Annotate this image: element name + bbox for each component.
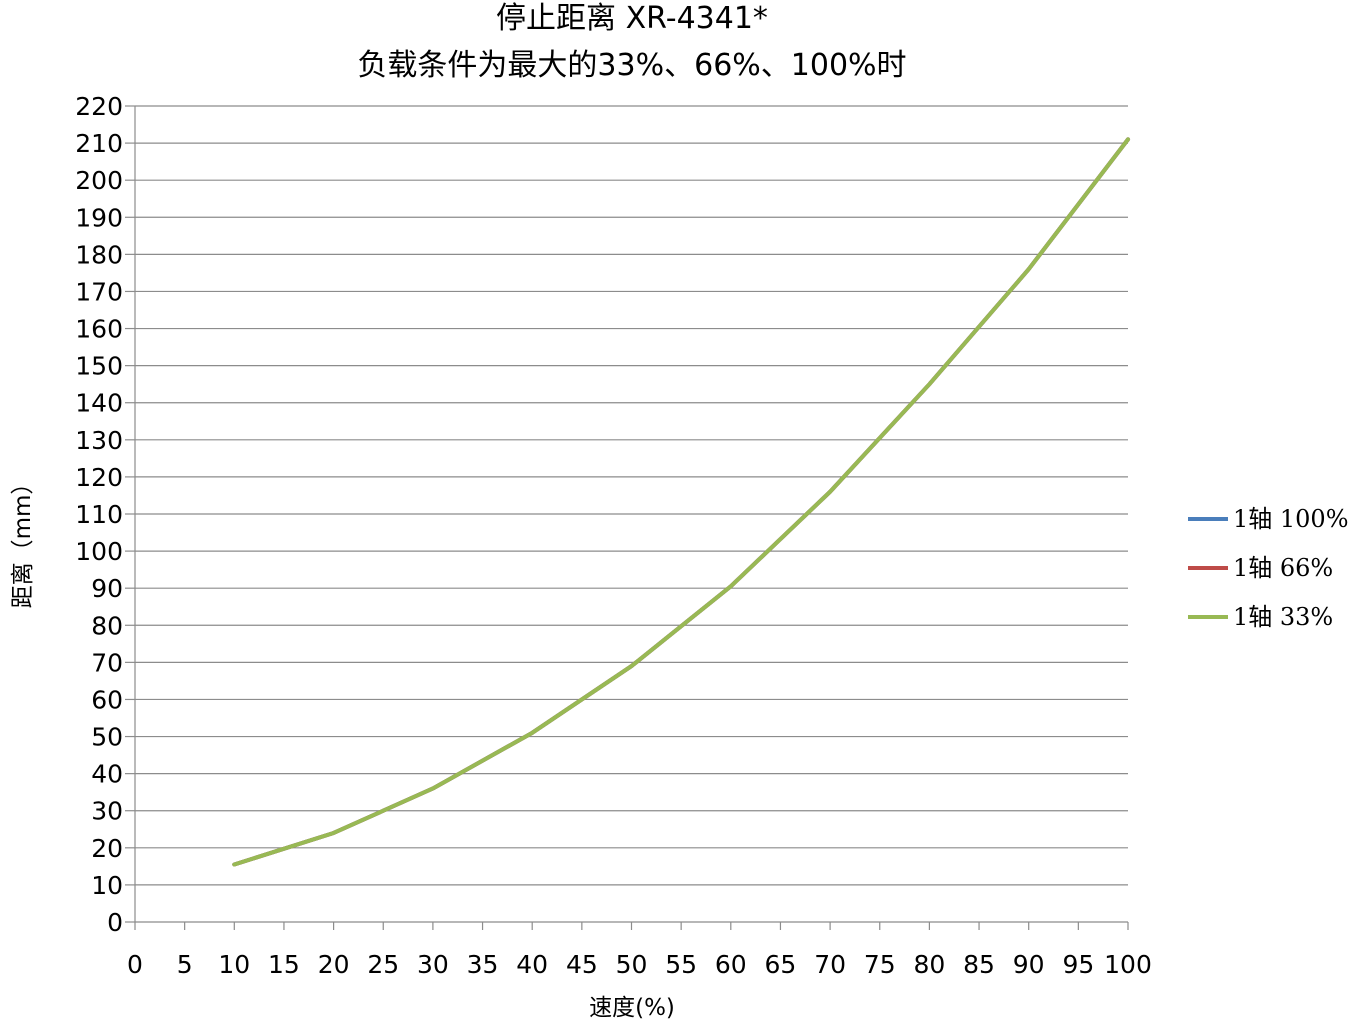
y-tick-label: 140 [75, 389, 123, 418]
y-tick-label: 50 [91, 723, 123, 752]
x-tick-label: 70 [814, 950, 846, 979]
series-line-1 [232, 137, 1130, 867]
x-tick-label: 5 [177, 950, 193, 979]
legend-label: 1轴 33% [1233, 603, 1333, 631]
x-tick-label: 25 [367, 950, 399, 979]
y-tick-label: 210 [75, 129, 123, 158]
x-tick-label: 90 [1013, 950, 1045, 979]
x-tick-label: 65 [765, 950, 797, 979]
x-tick-label: 85 [963, 950, 995, 979]
y-tick-label: 0 [107, 908, 123, 937]
y-tick-label: 90 [91, 574, 123, 603]
legend: 1轴 100% 1轴 66% 1轴 33% [1188, 505, 1349, 631]
gridlines [135, 105, 1128, 886]
x-tick-label: 100 [1104, 950, 1152, 979]
x-tick-label: 80 [913, 950, 945, 979]
legend-label: 1轴 100% [1233, 505, 1349, 533]
x-tick-label: 50 [616, 950, 648, 979]
y-tick-label: 110 [75, 500, 123, 529]
y-tick-label: 180 [75, 240, 123, 269]
y-tick-label: 200 [75, 166, 123, 195]
y-tick-label: 40 [91, 760, 123, 789]
x-tick-label: 55 [665, 950, 697, 979]
x-tick-label: 45 [566, 950, 598, 979]
y-tick-label: 60 [91, 685, 123, 714]
x-tick-label: 15 [268, 950, 300, 979]
x-tick-label: 0 [127, 950, 143, 979]
series-line-3 [232, 137, 1130, 867]
y-tick-label: 130 [75, 426, 123, 455]
chart-title: 停止距离 XR-4341* [496, 1, 768, 36]
y-tick-label: 190 [75, 203, 123, 232]
x-tick-label: 60 [715, 950, 747, 979]
y-tick-label: 150 [75, 352, 123, 381]
y-axis-label: 距离（mm） [10, 472, 36, 609]
y-tick-label: 20 [91, 834, 123, 863]
legend-label: 1轴 66% [1233, 554, 1333, 582]
y-tick-labels: 0 10 20 30 40 50 60 70 80 90 100 110 120 130 140 150 160… [75, 92, 123, 937]
y-tick-label: 30 [91, 797, 123, 826]
y-tick-label: 220 [75, 92, 123, 121]
x-tick-label: 40 [516, 950, 548, 979]
x-tick-label: 10 [218, 950, 250, 979]
y-tick-label: 120 [75, 463, 123, 492]
axes [125, 105, 1129, 930]
series-line-2 [232, 137, 1130, 867]
y-tick-label: 70 [91, 648, 123, 677]
y-tick-label: 170 [75, 277, 123, 306]
x-tick-label: 30 [417, 950, 449, 979]
y-tick-label: 10 [91, 871, 123, 900]
y-tick-label: 160 [75, 315, 123, 344]
x-axis-label: 速度(%) [589, 995, 675, 1021]
x-tick-labels: 0 5 10 15 20 25 30 35 40 45 50 55 60 65 70 75 80 85 90 95 10… [127, 950, 1152, 979]
chart-subtitle: 负载条件为最大的33%、66%、100%时 [357, 48, 906, 83]
series-lines [232, 137, 1130, 867]
x-tick-label: 35 [467, 950, 499, 979]
x-tick-label: 95 [1062, 950, 1094, 979]
y-tick-label: 80 [91, 611, 123, 640]
x-tick-label: 75 [864, 950, 896, 979]
x-tick-label: 20 [318, 950, 350, 979]
y-tick-label: 100 [75, 537, 123, 566]
